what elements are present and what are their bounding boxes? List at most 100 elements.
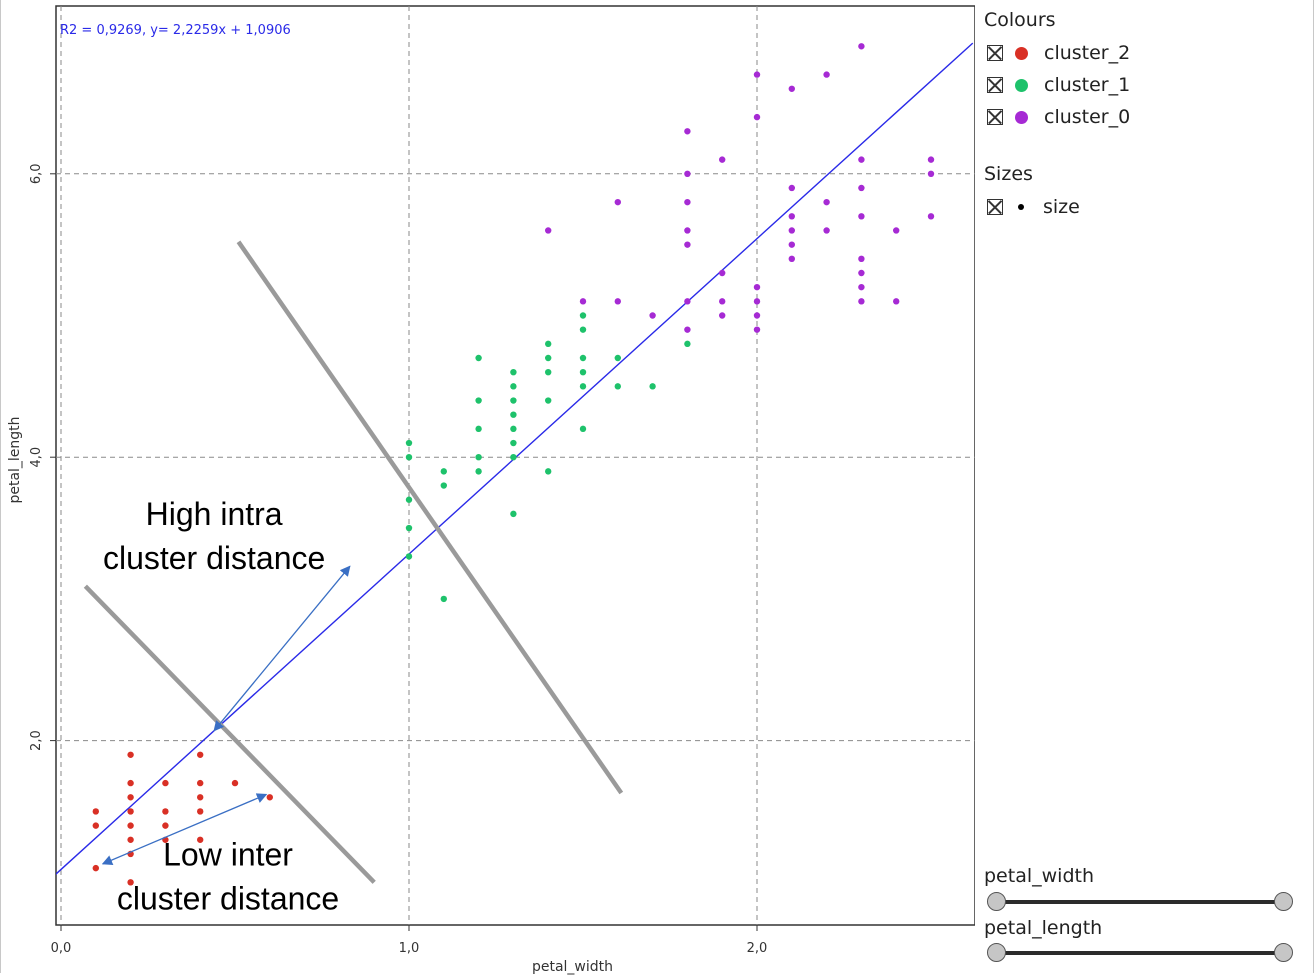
data-point-cluster-1 [475, 468, 482, 475]
data-point-cluster-0 [753, 113, 761, 121]
data-point-cluster-0 [684, 198, 691, 206]
x-tick-label: 2,0 [747, 941, 768, 956]
annotation-label: Low inter cluster distance [117, 836, 339, 916]
data-point-cluster-2 [197, 751, 204, 758]
data-point-cluster-1 [405, 454, 413, 461]
data-point-cluster-2 [266, 794, 273, 801]
data-point-cluster-0 [684, 128, 691, 135]
cluster-separator-line [236, 240, 624, 795]
data-point-cluster-0 [788, 241, 795, 248]
data-point-cluster-1 [510, 383, 517, 390]
legend-item-cluster-2[interactable]: cluster_2 [987, 41, 1130, 65]
slider-label-petal-length: petal_length [984, 917, 1103, 939]
legend-panel: Colours cluster_2 cluster_1 cluster_0 Si… [975, 0, 1312, 975]
x-tick-label: 1,0 [399, 941, 420, 956]
data-point-cluster-0 [788, 184, 795, 192]
data-point-cluster-2 [197, 808, 204, 815]
data-point-cluster-1 [440, 468, 447, 475]
data-point-cluster-0 [788, 227, 795, 234]
data-point-cluster-1 [510, 439, 517, 447]
checkbox-icon[interactable] [987, 77, 1003, 93]
data-point-cluster-1 [475, 425, 482, 433]
data-point-cluster-1 [545, 397, 552, 404]
slider-track[interactable] [997, 900, 1283, 904]
data-point-cluster-0 [719, 269, 726, 277]
data-point-cluster-0 [893, 298, 900, 305]
data-point-cluster-0 [823, 71, 830, 78]
plot-area [55, 5, 975, 926]
data-point-cluster-1 [545, 354, 552, 362]
data-point-cluster-0 [858, 156, 865, 163]
data-point-cluster-0 [719, 156, 726, 163]
color-dot-icon [1015, 110, 1028, 124]
petal-width-range-slider[interactable] [987, 890, 1293, 914]
data-point-cluster-1 [440, 595, 447, 603]
data-point-cluster-2 [127, 808, 134, 815]
data-point-cluster-2 [162, 779, 169, 787]
data-point-cluster-1 [475, 397, 482, 404]
data-point-cluster-0 [684, 298, 691, 305]
data-point-cluster-0 [823, 227, 830, 234]
x-tick-label: 0,0 [51, 941, 72, 956]
data-point-cluster-1 [545, 368, 552, 376]
y-tick-label: 2,0 [29, 730, 44, 751]
data-point-cluster-0 [753, 71, 761, 78]
data-point-cluster-2 [92, 822, 100, 829]
data-point-cluster-2 [127, 836, 134, 843]
checkbox-icon[interactable] [987, 199, 1003, 215]
data-point-cluster-0 [545, 227, 552, 234]
data-point-cluster-2 [92, 808, 100, 815]
x-axis-label: petal_width [532, 959, 613, 975]
data-point-cluster-0 [858, 298, 865, 305]
petal-length-range-slider[interactable] [987, 941, 1293, 965]
data-point-cluster-2 [127, 879, 134, 886]
data-point-cluster-0 [614, 298, 621, 305]
slider-max-handle[interactable] [1274, 892, 1293, 911]
data-point-cluster-2 [127, 751, 134, 758]
slider-min-handle[interactable] [987, 943, 1006, 962]
slider-track[interactable] [997, 951, 1283, 955]
size-dot-icon [1018, 204, 1024, 210]
data-point-cluster-1 [510, 425, 517, 433]
color-dot-icon [1015, 46, 1028, 60]
data-point-cluster-0 [788, 85, 795, 92]
slider-min-handle[interactable] [987, 892, 1006, 911]
legend-label: cluster_2 [1044, 42, 1131, 64]
data-point-cluster-0 [684, 326, 691, 333]
legend-item-size[interactable]: size [987, 195, 1080, 219]
data-point-cluster-0 [579, 298, 587, 305]
data-point-cluster-0 [753, 283, 761, 291]
colours-heading: Colours [984, 9, 1056, 31]
data-point-cluster-1 [579, 425, 587, 433]
data-point-cluster-1 [405, 524, 413, 532]
data-point-cluster-0 [684, 170, 691, 177]
data-point-cluster-1 [405, 496, 413, 503]
color-dot-icon [1015, 78, 1028, 92]
legend-label: cluster_0 [1044, 106, 1131, 128]
checkbox-icon[interactable] [987, 109, 1003, 125]
data-point-cluster-0 [858, 283, 865, 291]
legend-item-cluster-1[interactable]: cluster_1 [987, 73, 1130, 97]
data-point-cluster-1 [545, 468, 552, 475]
data-point-cluster-1 [684, 340, 691, 348]
checkbox-icon[interactable] [987, 45, 1003, 61]
data-point-cluster-1 [545, 340, 552, 348]
slider-max-handle[interactable] [1274, 943, 1293, 962]
data-point-cluster-2 [162, 808, 169, 815]
data-point-cluster-0 [684, 227, 691, 234]
scatter-plot: 0,0 1,0 2,0 2,0 4,0 6,0 petal_width petal_lengt… [7, 5, 975, 975]
legend-label: cluster_1 [1044, 74, 1131, 96]
data-point-cluster-1 [510, 397, 517, 404]
data-point-cluster-1 [579, 368, 587, 376]
data-point-cluster-0 [858, 269, 865, 277]
y-tick-label: 6,0 [29, 163, 44, 184]
regression-label: R2 = 0,9269, y= 2,2259x + 1,0906 [60, 23, 291, 38]
y-tick-label: 4,0 [29, 447, 44, 468]
y-axis-label: petal_length [7, 416, 23, 503]
data-point-cluster-0 [753, 326, 761, 333]
slider-label-petal-width: petal_width [984, 865, 1094, 887]
data-point-cluster-1 [475, 354, 482, 362]
data-point-cluster-0 [649, 312, 656, 319]
legend-item-cluster-0[interactable]: cluster_0 [987, 105, 1130, 129]
data-point-cluster-1 [579, 383, 587, 390]
